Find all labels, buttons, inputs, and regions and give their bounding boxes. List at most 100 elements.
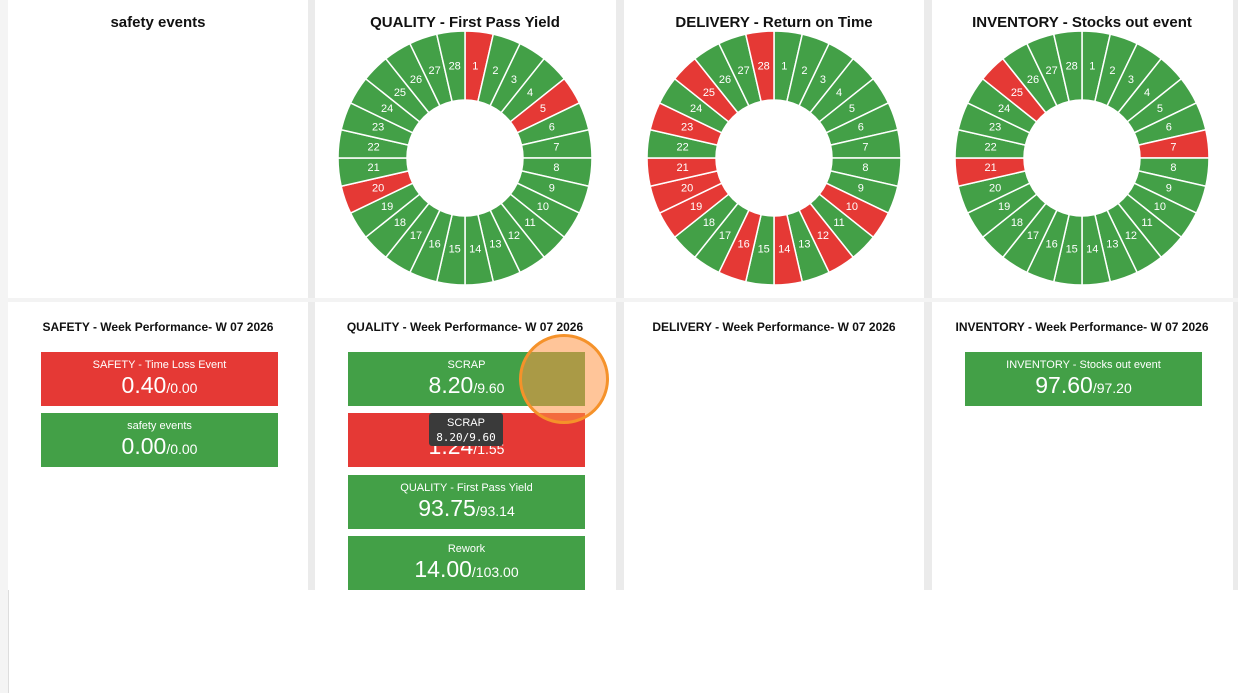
ring-segment	[435, 30, 466, 103]
segment-label: 26	[1027, 74, 1039, 86]
segment-label: 27	[1045, 65, 1057, 77]
segment-label: 1	[1089, 60, 1095, 72]
segment-label: 21	[367, 162, 379, 174]
segment-label: 8	[1170, 162, 1176, 174]
segment-label: 16	[428, 239, 440, 251]
segment-label: 19	[998, 201, 1010, 213]
top-panel: safety events	[8, 0, 308, 298]
kpi-value-line: 8.20/9.60	[348, 372, 585, 399]
cursor-highlight	[519, 334, 609, 424]
segment-label: 17	[410, 230, 422, 242]
segment-label: 4	[527, 87, 533, 99]
segment-label: 15	[449, 243, 461, 255]
segment-label: 28	[449, 60, 461, 72]
ring-segment	[744, 30, 775, 103]
segment-label: 12	[817, 230, 829, 242]
segment-label: 2	[492, 65, 498, 77]
segment-label: 19	[381, 201, 393, 213]
top-panel: DELIVERY - Return on Time 1 2 3 4 5 6 7 8 9 10 11 12…	[624, 0, 924, 298]
segment-label: 24	[690, 103, 702, 115]
segment-label: 28	[1066, 60, 1078, 72]
panel-title: DELIVERY - Return on Time	[675, 14, 873, 31]
segment-label: 7	[553, 142, 559, 154]
segment-label: 16	[737, 239, 749, 251]
segment-label: 2	[801, 65, 807, 77]
kpi-value-line: 97.60/97.20	[965, 372, 1202, 399]
segment-label: 20	[372, 182, 384, 194]
segment-label: 7	[1170, 142, 1176, 154]
separator	[616, 0, 624, 590]
segment-label: 10	[846, 201, 858, 213]
segment-label: 8	[862, 162, 868, 174]
segment-label: 13	[1106, 239, 1118, 251]
kpi-name: safety events	[127, 420, 192, 433]
panel-title: QUALITY - First Pass Yield	[370, 14, 560, 31]
segment-label: 3	[1128, 74, 1134, 86]
segment-label: 23	[989, 122, 1001, 134]
separator	[8, 298, 1238, 302]
segment-label: 21	[984, 162, 996, 174]
kpi-target: /103.00	[471, 563, 519, 580]
kpi-target: /0.00	[166, 441, 198, 458]
kpi-value-line: 0.00/0.00	[41, 433, 278, 460]
top-panel: INVENTORY - Stocks out event 1 2 3 4 5 6 7 8 9 10 1…	[932, 0, 1232, 298]
tooltip-title: SCRAP	[447, 417, 485, 429]
segment-label: 11	[524, 217, 535, 229]
kpi-name: QUALITY - First Pass Yield	[400, 481, 533, 494]
segment-label: 5	[540, 103, 546, 115]
kpi-value: 0.00	[121, 433, 167, 460]
segment-label: 19	[690, 201, 702, 213]
segment-label: 12	[508, 230, 520, 242]
kpi-target: /0.00	[166, 380, 198, 396]
segment-label: 20	[989, 182, 1001, 194]
segment-label: 6	[549, 122, 555, 134]
segment-label: 9	[1166, 182, 1172, 194]
segment-label: 23	[372, 122, 384, 134]
bottom-panel: QUALITY - Week Performance- W 07 2026 SCR…	[315, 302, 615, 590]
donut: 1 234567891011121314151617181920212223242…	[646, 30, 902, 286]
kpi-name: SAFETY - Time Loss Event	[92, 359, 227, 371]
segment-label: 9	[549, 182, 555, 194]
kpi-name: INVENTORY - Stocks out event	[1006, 359, 1161, 371]
segment-label: 25	[1011, 87, 1023, 99]
kpi-value-line: 93.75/93.14	[348, 495, 585, 522]
kpi-card: INVENTORY - Stocks out event 97.60/97.20	[965, 352, 1202, 406]
segment-label: 6	[1166, 122, 1172, 134]
segment-label: 1	[472, 60, 478, 72]
top-panel: QUALITY - First Pass Yield 1 2 3 4 5 6 7 8 9 10 11 1…	[315, 0, 615, 298]
segment-label: 23	[681, 122, 693, 134]
segment-label: 27	[737, 65, 749, 77]
tooltip-text: 8.20/9.60	[436, 431, 496, 444]
bottom-panel: SAFETY - Week Performance- W 07 2026 SAFE…	[8, 302, 308, 590]
kpi-card: SAFETY - Time Loss Event 0.40/0.00	[41, 352, 278, 406]
segment-label: 1	[781, 60, 787, 72]
segment-label: 25	[703, 87, 715, 99]
segment-label: 22	[367, 142, 379, 154]
ring-segment	[1052, 30, 1083, 103]
kpi-value: 93.75	[418, 494, 476, 521]
kpi-value-line: 14.00/103.00	[348, 556, 585, 583]
panel-title: INVENTORY - Stocks out event	[972, 14, 1192, 31]
segment-label: 8	[553, 162, 559, 174]
kpi-target: /9.60	[473, 380, 505, 396]
segment-label: 3	[511, 74, 517, 86]
panel-title: DELIVERY - Week Performance- W 07 2026	[652, 320, 896, 334]
segment-label: 16	[1045, 239, 1057, 251]
segment-label: 7	[862, 142, 868, 154]
separator	[1233, 0, 1238, 590]
panel-title: safety events	[110, 14, 206, 31]
kpi-value: 14.00	[414, 555, 472, 582]
kpi-card: Rework 14.00/103.00	[348, 535, 585, 590]
segment-label: 12	[1125, 230, 1137, 242]
segment-label: 26	[719, 74, 731, 86]
donut: 1 234567891011121314151617181920212223242…	[337, 30, 593, 286]
segment-label: 14	[469, 243, 481, 255]
segment-label: 13	[798, 239, 810, 251]
bottom-panel: INVENTORY - Week Performance- W 07 2026 I…	[932, 302, 1232, 590]
kpi-name: SCRAP	[447, 359, 486, 371]
segment-label: 24	[998, 103, 1010, 115]
kpi-card: safety events 0.00/0.00	[41, 413, 278, 468]
segment-label: 11	[833, 217, 844, 229]
segment-label: 27	[428, 65, 440, 77]
segment-label: 18	[394, 217, 406, 229]
